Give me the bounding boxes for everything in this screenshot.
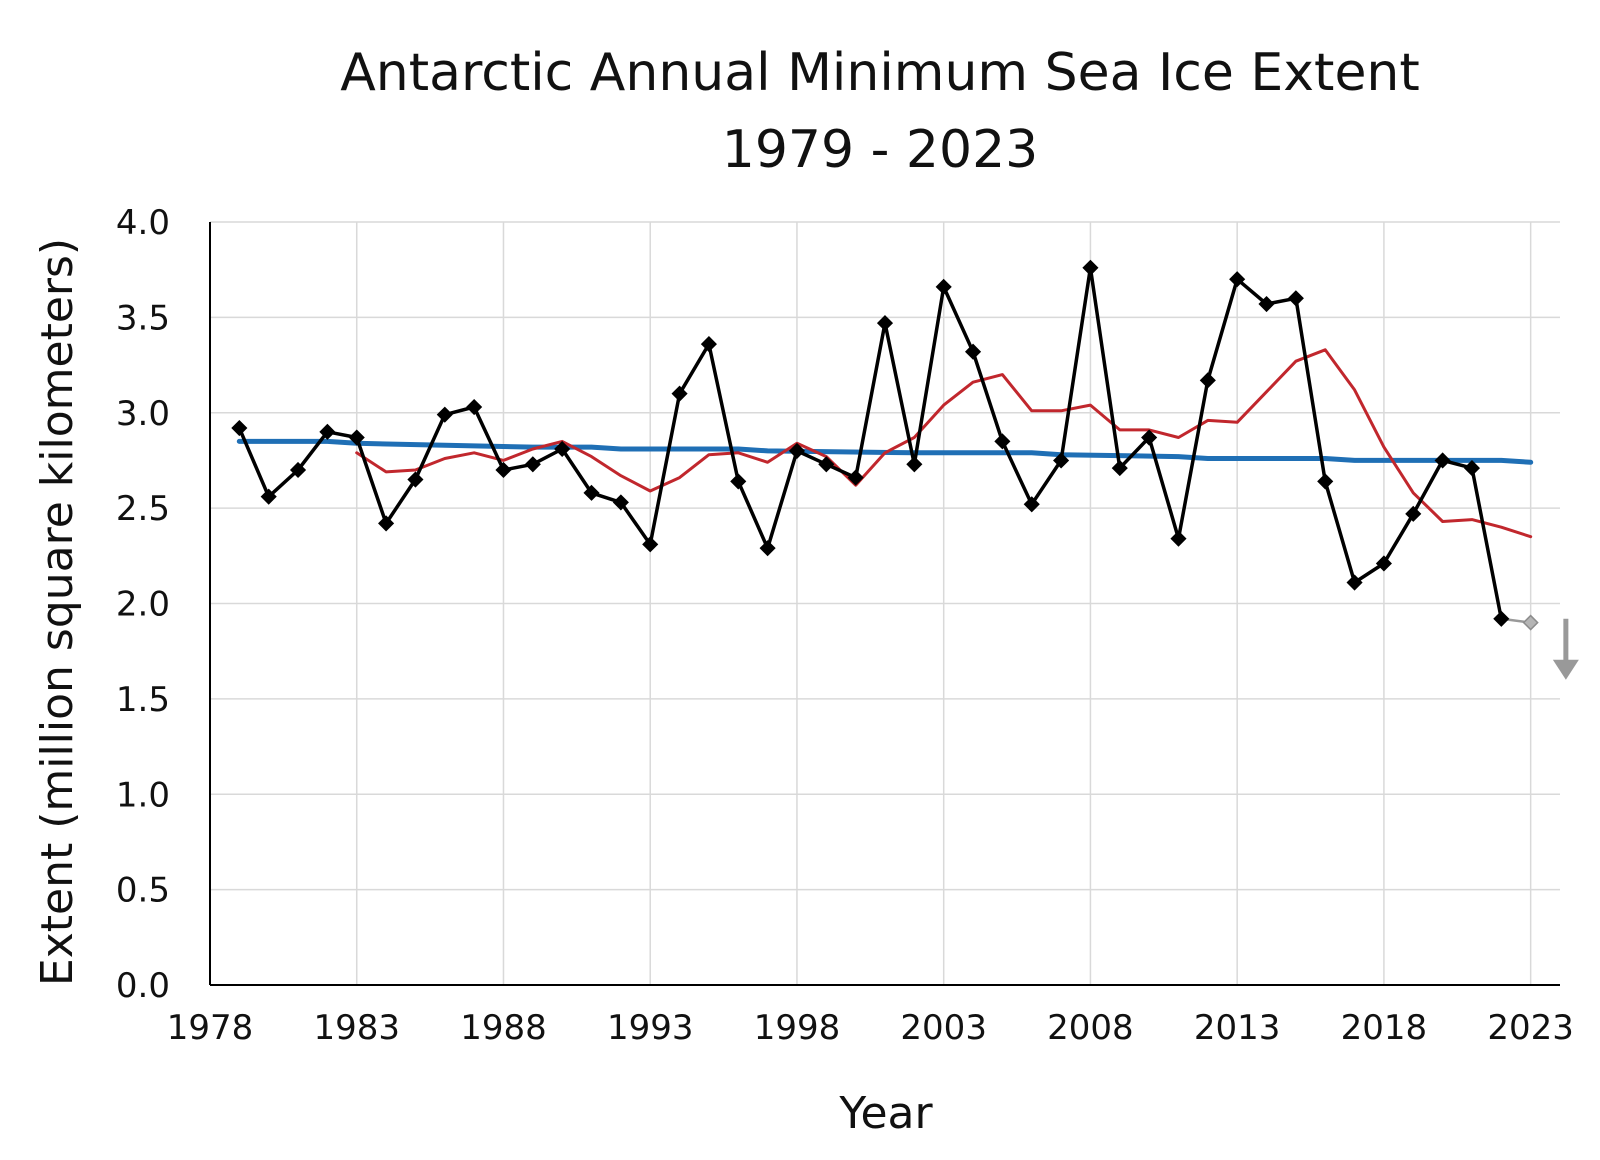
data-point (671, 385, 688, 402)
data-point (876, 315, 894, 332)
chart-title-line-1: Antarctic Annual Minimum Sea Ice Extent (340, 43, 1420, 103)
data-point (466, 398, 483, 416)
data-point (730, 473, 747, 490)
x-tick-label: 1998 (754, 1008, 841, 1048)
data-point (1287, 290, 1304, 307)
series-annual-minimum (231, 259, 1510, 627)
data-point (231, 419, 248, 437)
gridlines (209, 221, 1560, 985)
data-point (554, 440, 571, 458)
data-point (935, 278, 952, 295)
data-point (1375, 555, 1392, 572)
y-tick-label: 3.0 (116, 394, 170, 434)
data-point (1082, 259, 1099, 276)
data-point (289, 461, 307, 479)
data-point (700, 336, 717, 353)
y-tick-label: 0.5 (116, 871, 170, 911)
x-tick-label: 1978 (167, 1008, 254, 1048)
data-point (319, 423, 336, 440)
data-point (759, 540, 776, 557)
data-point (524, 456, 541, 473)
series-line-trend (236, 438, 1534, 465)
arrow-head (1552, 659, 1579, 680)
down-arrow-icon (1552, 618, 1579, 680)
data-point (1170, 530, 1187, 547)
data-point (818, 456, 835, 473)
data-point (1405, 505, 1422, 522)
data-point (260, 488, 277, 505)
data-point (906, 456, 923, 473)
x-tick-label: 2018 (1341, 1008, 1428, 1048)
y-tick-label: 3.5 (116, 298, 170, 338)
data-point (1199, 372, 1216, 389)
data-point (407, 471, 424, 488)
data-point (612, 494, 629, 511)
x-tick-label: 2023 (1487, 1008, 1574, 1048)
data-point (1463, 460, 1481, 477)
data-point (1346, 574, 1363, 591)
y-axis-title: Extent (million square kilometers) (32, 238, 83, 986)
data-point (436, 406, 453, 423)
data-point (583, 484, 600, 501)
data-point (788, 442, 806, 459)
data-point (348, 429, 365, 446)
y-tick-label: 4.0 (116, 203, 170, 243)
data-point (1141, 429, 1158, 446)
data-point (1434, 452, 1451, 469)
x-axis-title: Year (838, 1088, 933, 1139)
data-point (994, 433, 1011, 450)
x-tick-label: 1983 (313, 1008, 400, 1048)
data-point (378, 515, 395, 532)
tick-labels: 0.0 0.5 1.0 1.5 2.0 2.5 3.0 3.5 4.0 1978 1983 1988 1… (116, 203, 1574, 1048)
plot-area (231, 259, 1579, 680)
series-trend (236, 438, 1534, 465)
axes (209, 222, 1560, 986)
y-tick-label: 1.5 (116, 680, 170, 720)
data-point (847, 469, 864, 486)
series-five-year-average (355, 348, 1533, 539)
x-tick-label: 2003 (900, 1008, 987, 1048)
data-point (1258, 295, 1275, 313)
x-tick-label: 2013 (1194, 1008, 1281, 1048)
y-tick-label: 2.0 (116, 585, 170, 625)
x-tick-label: 1993 (607, 1008, 694, 1048)
data-point (1111, 460, 1128, 477)
data-point (1522, 614, 1539, 631)
chart-title-line-2: 1979 - 2023 (722, 120, 1039, 180)
data-point (642, 536, 659, 553)
y-tick-label: 1.0 (116, 775, 170, 815)
data-point (1493, 610, 1510, 627)
data-point (495, 461, 512, 479)
x-tick-label: 2008 (1047, 1008, 1134, 1048)
y-tick-label: 0.0 (116, 966, 170, 1006)
data-point (1053, 452, 1070, 469)
y-tick-label: 2.5 (116, 489, 170, 529)
data-point (1317, 473, 1334, 490)
chart-title: Antarctic Annual Minimum Sea Ice Extent … (340, 43, 1420, 180)
data-point (1229, 271, 1246, 288)
series-line-five-year-average (355, 348, 1533, 539)
x-tick-label: 1988 (460, 1008, 547, 1048)
data-point (1023, 496, 1040, 513)
data-point (964, 343, 982, 360)
